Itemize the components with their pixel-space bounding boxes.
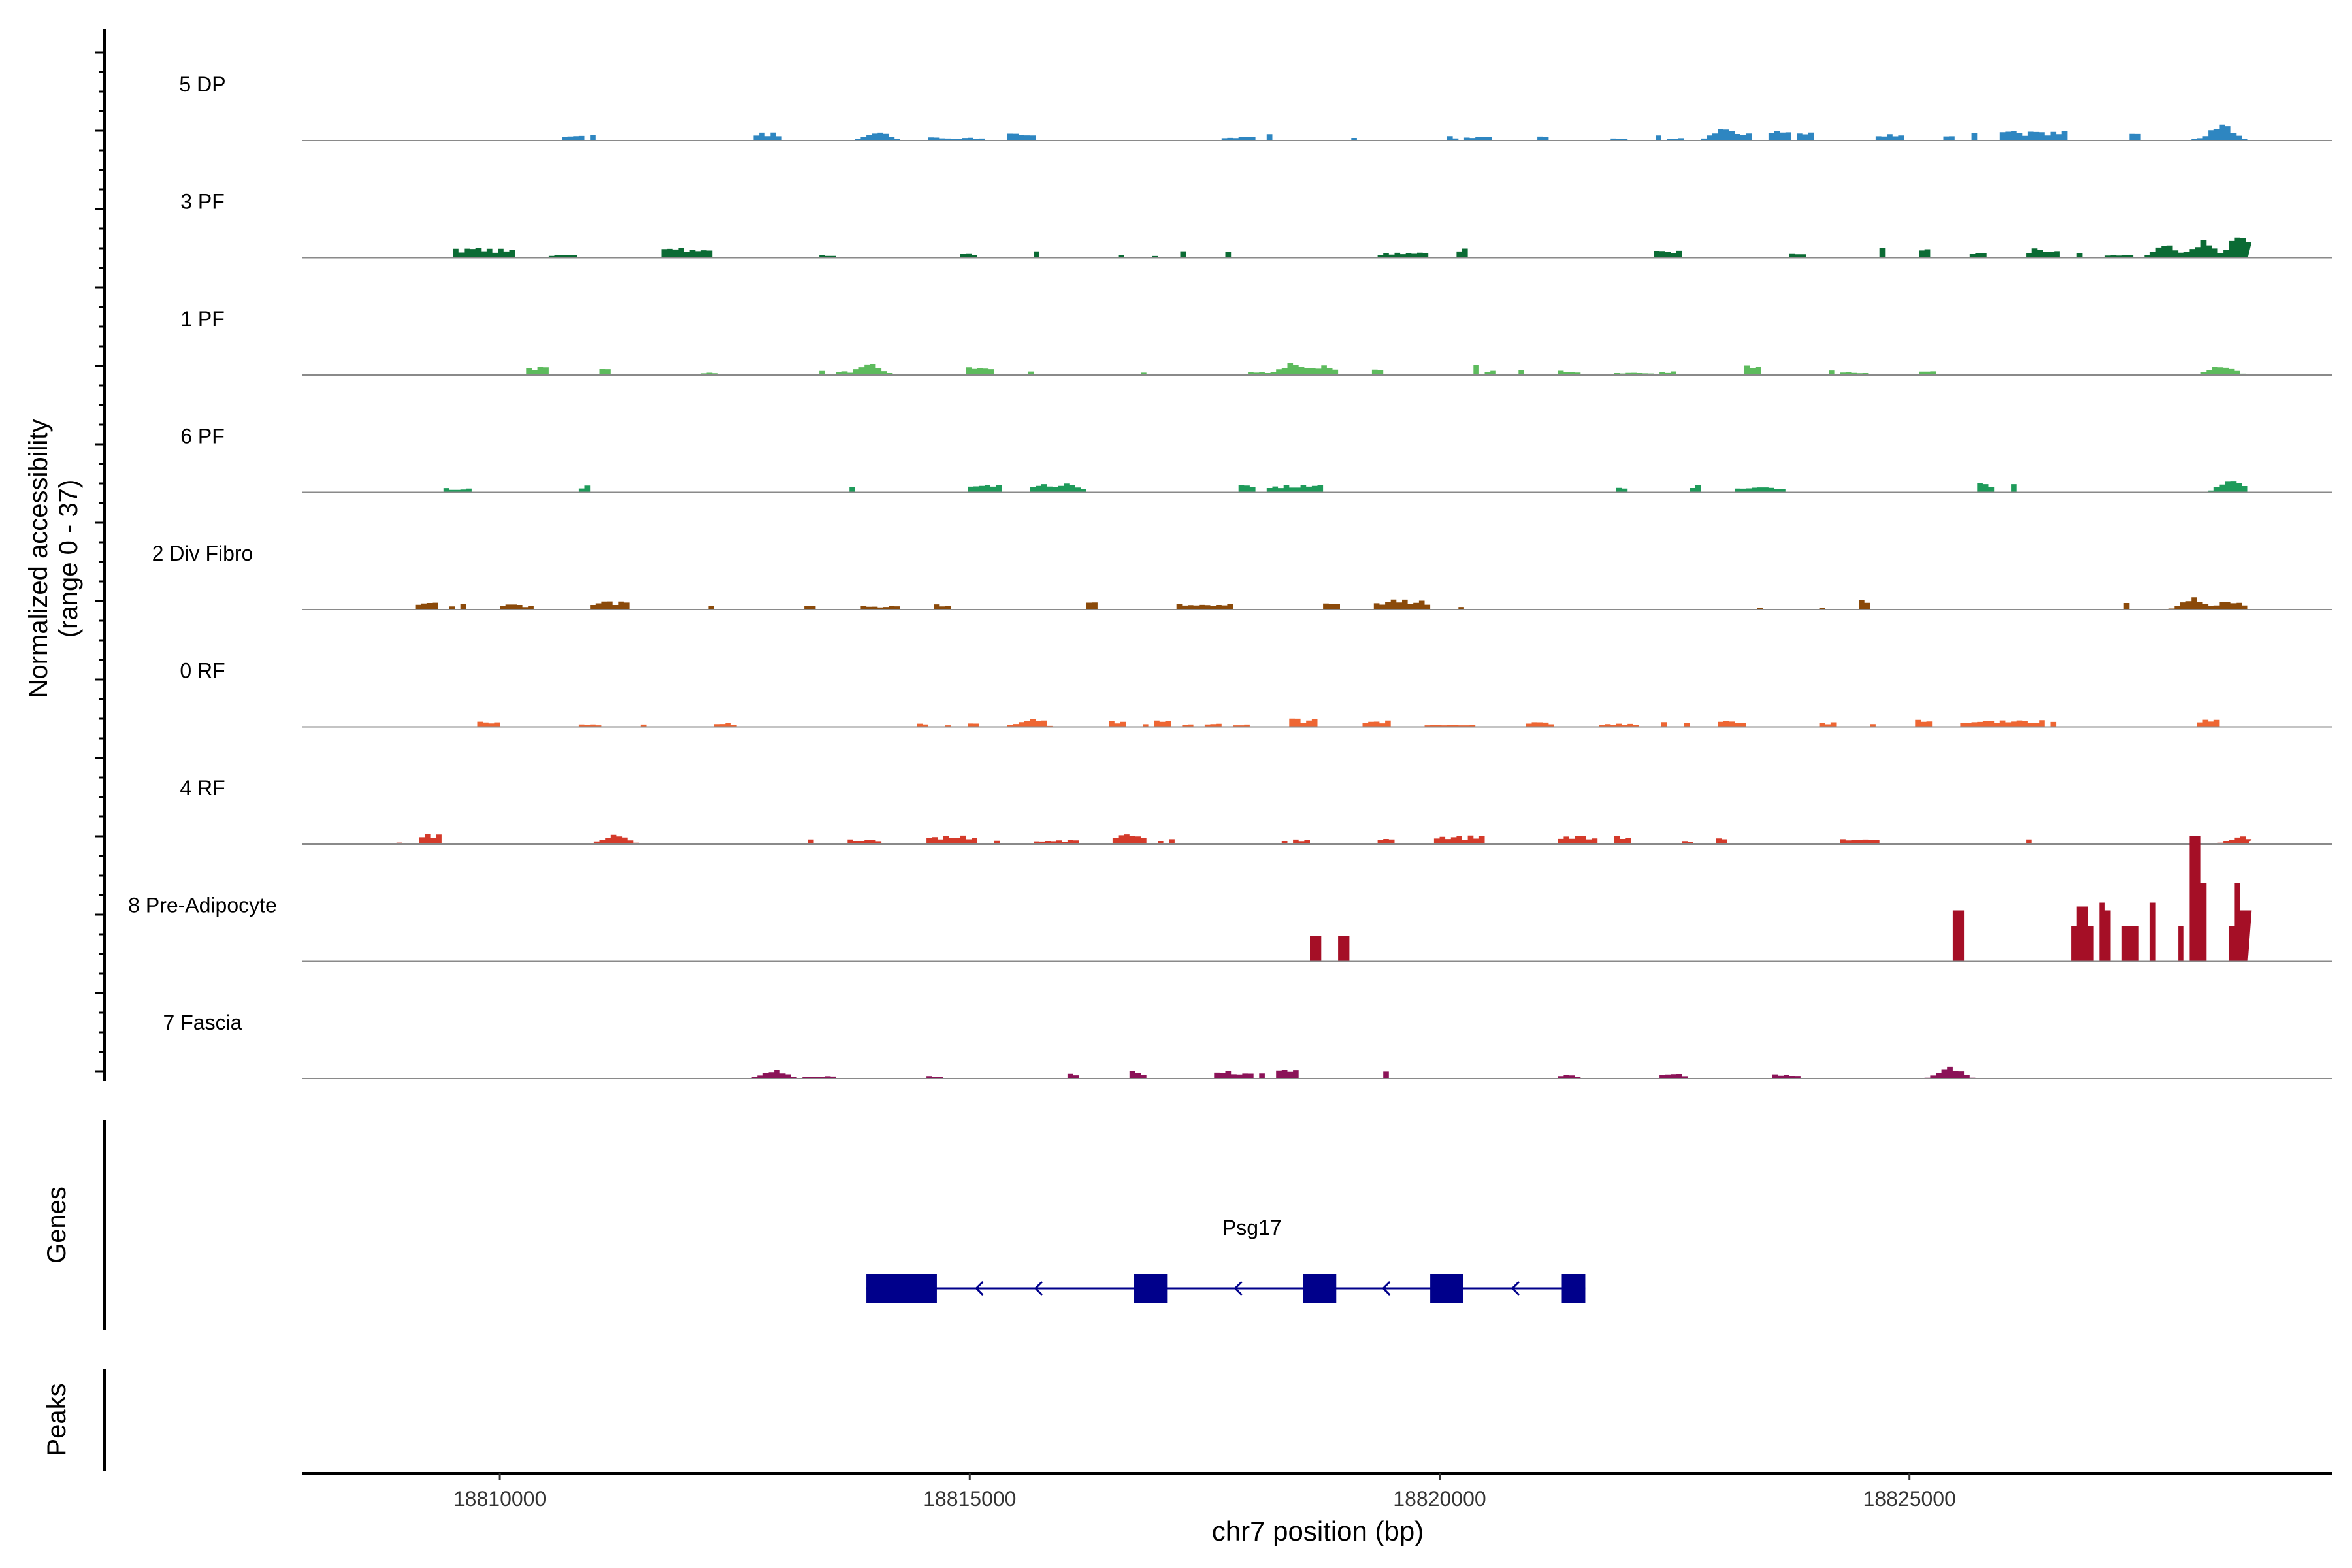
gene-exon [1561, 1274, 1586, 1303]
x-tick-label: 18820000 [1393, 1487, 1486, 1511]
coverage-area [751, 1066, 1976, 1079]
coverage-tracks: 5 DP 3 PF 1 PF 6 PF 2 Div Fibro 0 RF 4 RF 8 Pre… [128, 73, 2332, 1079]
gene-exon [866, 1274, 937, 1303]
x-tick-label: 18815000 [923, 1487, 1016, 1511]
track-2-div-fibro: 2 Div Fibro [152, 542, 2332, 610]
track-8-pre-adipocyte: 8 Pre-Adipocyte [128, 836, 2332, 962]
gene-track [866, 1274, 1586, 1303]
coverage-area [526, 363, 2246, 375]
gene-exon [1303, 1274, 1337, 1303]
coverage-y-ticks [95, 51, 105, 1073]
x-tick-label: 18810000 [453, 1487, 546, 1511]
strand-chevron [1034, 1281, 1043, 1296]
genes-panel-label: Genes [42, 1186, 71, 1264]
coverage-area [415, 597, 2248, 610]
y-axis-label-line1: Normalized accessibility [24, 419, 53, 698]
track-4-rf: 4 RF [180, 776, 2332, 845]
x-axis-label: chr7 position (bp) [1212, 1516, 1424, 1546]
coverage-area [396, 834, 2252, 844]
track-0-rf: 0 RF [180, 659, 2332, 728]
track-1-pf: 1 PF [180, 307, 2332, 376]
track-label: 7 Fascia [163, 1011, 242, 1034]
track-6-pf: 6 PF [180, 425, 2332, 493]
gene-name-label: Psg17 [1222, 1216, 1282, 1239]
strand-chevron [1511, 1281, 1520, 1296]
coverage-area [453, 237, 2252, 258]
track-3-pf: 3 PF [180, 190, 2332, 259]
track-label: 4 RF [180, 776, 225, 800]
gene-exon [1134, 1274, 1168, 1303]
coverage-area [1310, 836, 2252, 962]
x-axis-ticks: 18810000 18815000 18820000 18825000 [453, 1473, 1956, 1511]
track-label: 6 PF [180, 425, 225, 448]
track-7-fascia: 7 Fascia [163, 1011, 2332, 1079]
coverage-area [477, 718, 2220, 727]
track-5-dp: 5 DP [179, 73, 2332, 141]
y-axis-label-line2: (range 0 - 37) [54, 480, 83, 638]
gene-exon [1430, 1274, 1463, 1303]
track-label: 2 Div Fibro [152, 542, 253, 565]
coverage-area [443, 481, 2248, 493]
track-label: 3 PF [180, 190, 225, 214]
track-label: 5 DP [179, 73, 225, 96]
peaks-panel-label: Peaks [42, 1383, 71, 1456]
strand-chevron [975, 1281, 984, 1296]
track-label: 8 Pre-Adipocyte [128, 894, 277, 917]
strand-chevron [1382, 1281, 1391, 1296]
strand-chevron [1233, 1281, 1243, 1296]
coverage-area [562, 124, 2248, 140]
track-label: 0 RF [180, 659, 225, 683]
track-label: 1 PF [180, 307, 225, 331]
x-tick-label: 18825000 [1863, 1487, 1956, 1511]
